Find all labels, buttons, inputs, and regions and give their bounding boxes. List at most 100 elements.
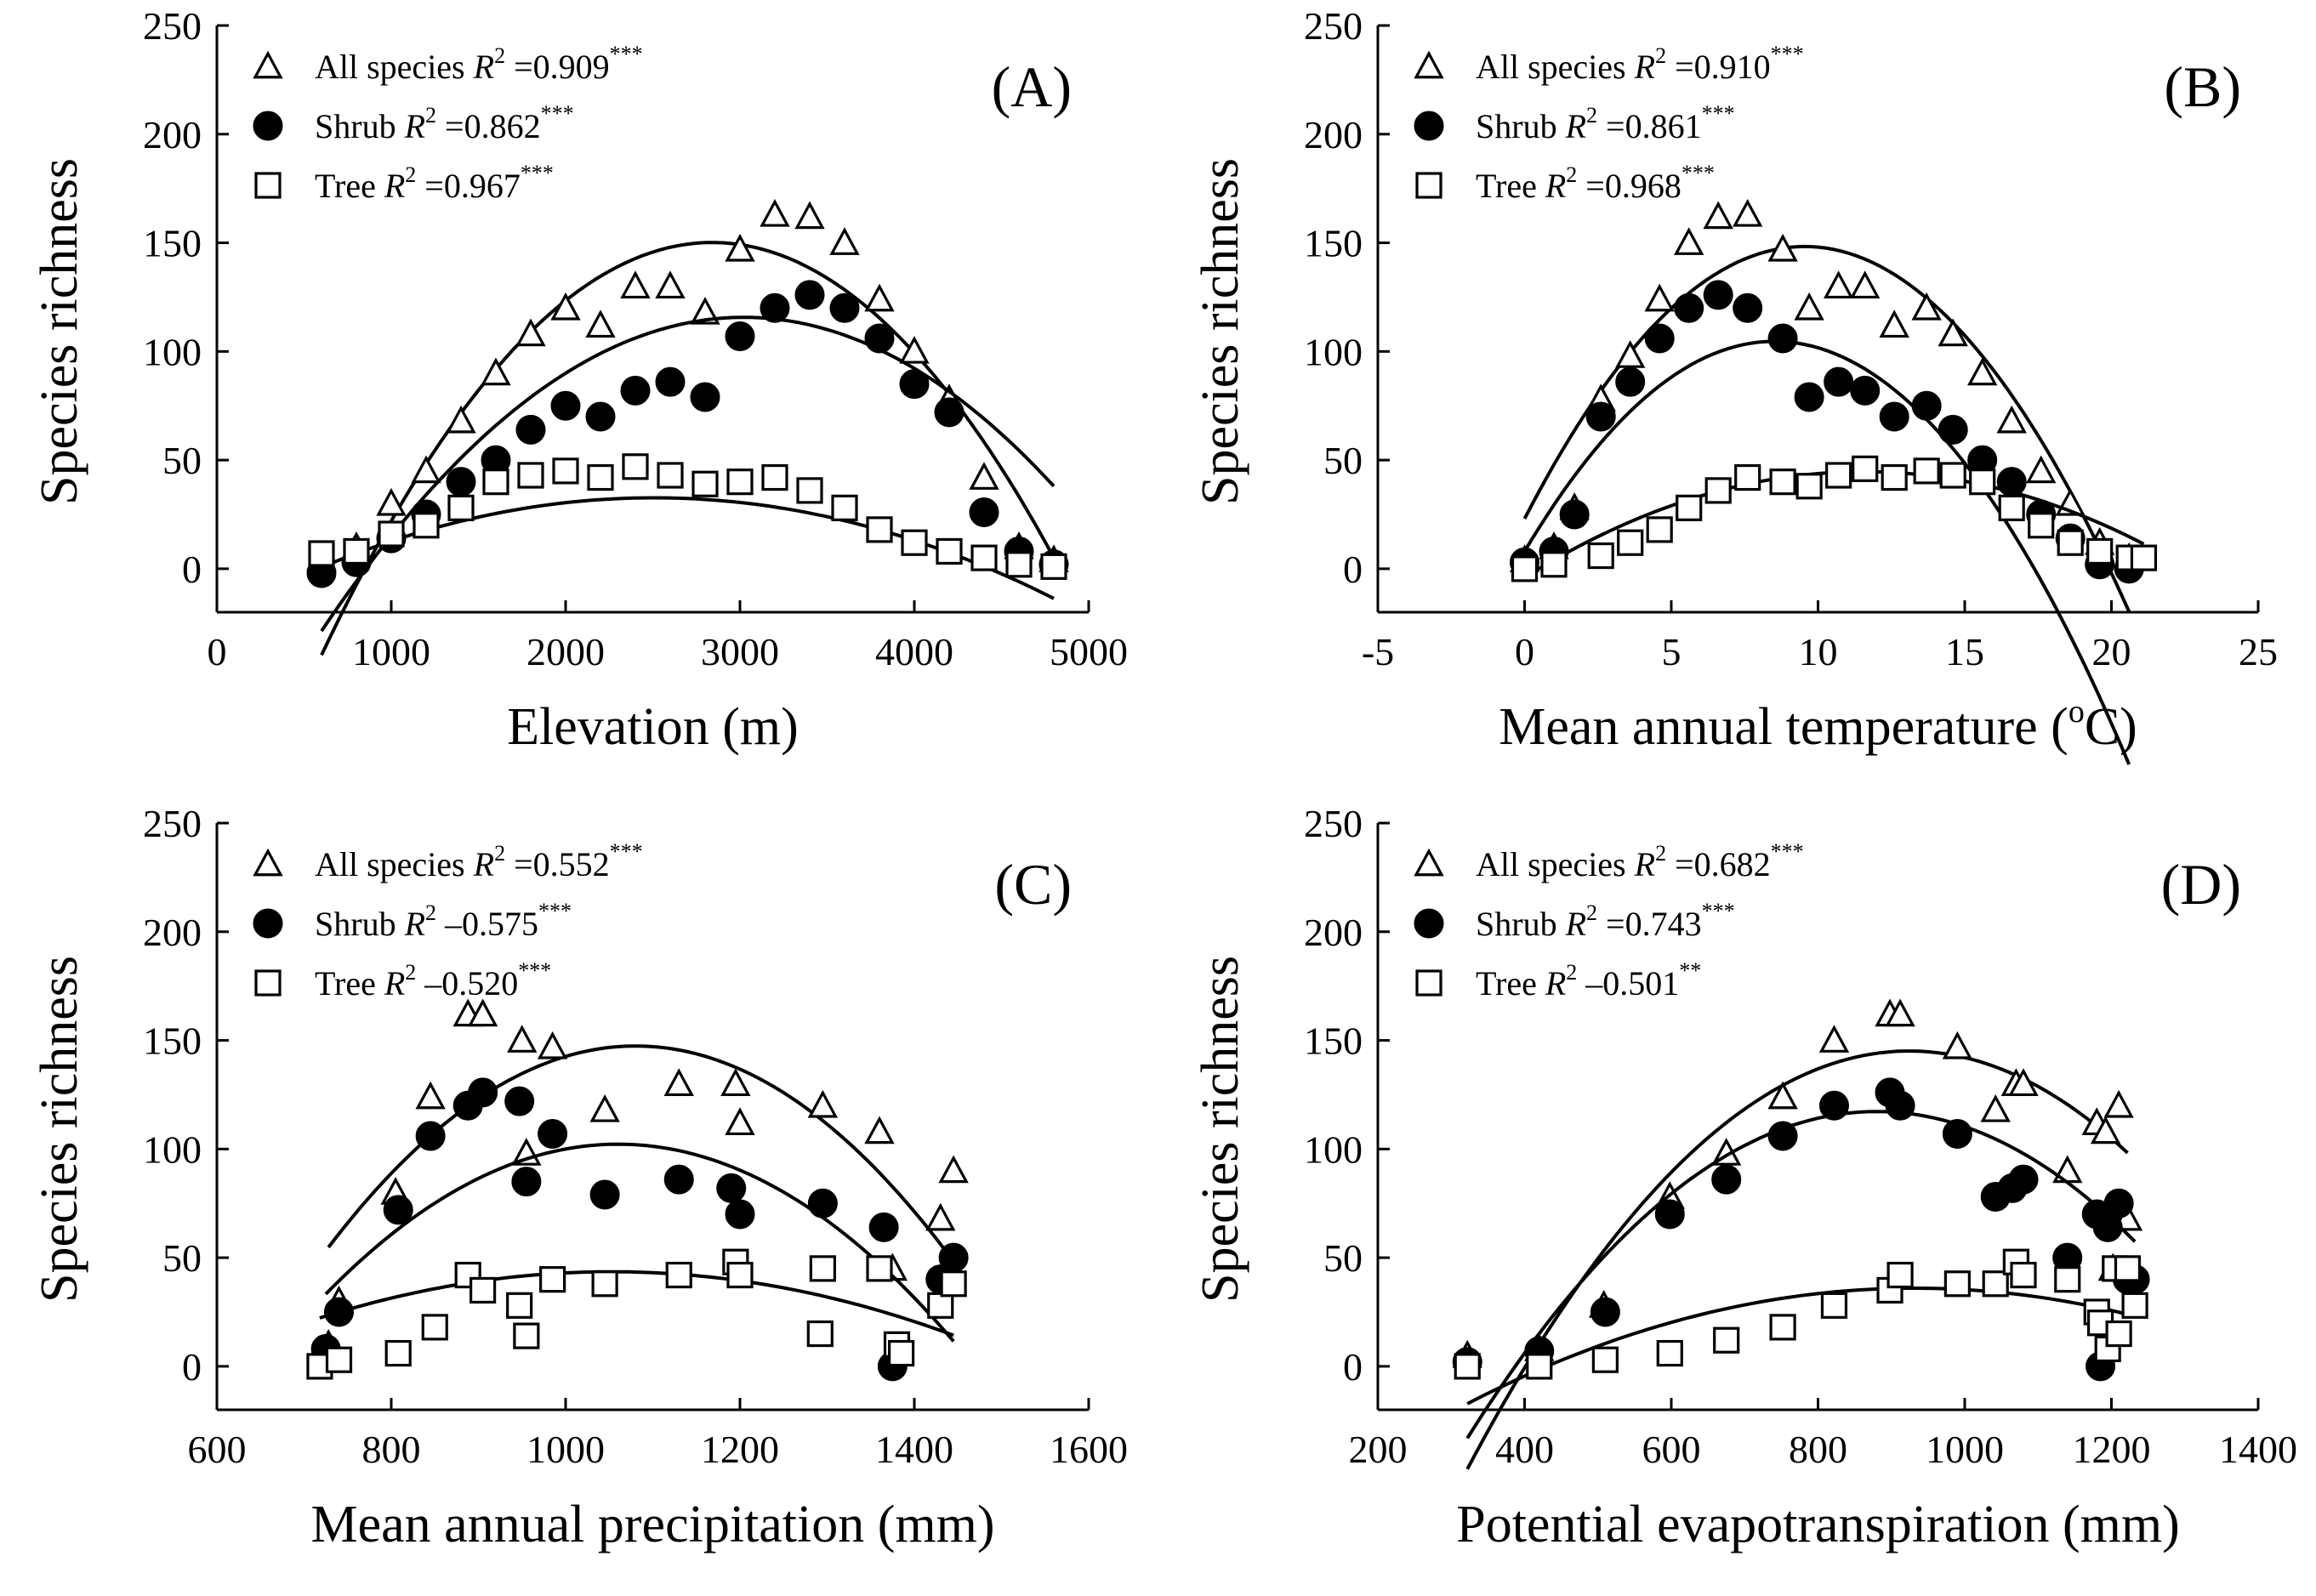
x-tick-label: 3000 (701, 630, 779, 673)
data-point-circle (864, 323, 895, 354)
data-point-triangle (537, 1031, 568, 1059)
y-tick-label: 250 (1304, 802, 1363, 845)
x-tick-label: 1200 (2073, 1428, 2151, 1471)
legend-marker-square (1415, 969, 1443, 997)
panel-D: 0 50 100 150 200 250 200 400 600 800 1000 1200 1400 S… (1192, 802, 2297, 1553)
data-point-triangle (1996, 405, 2027, 434)
y-tick-label: 200 (1304, 911, 1363, 954)
data-point-circle (589, 1179, 620, 1210)
data-point-triangle (1794, 292, 1824, 321)
fit-curve-circle (324, 1142, 955, 1343)
data-point-circle (1703, 280, 1733, 310)
data-point-circle (1559, 499, 1590, 530)
data-point-triangle (507, 1025, 538, 1053)
data-point-circle (1767, 1121, 1798, 1151)
data-point-triangle (1674, 227, 1704, 255)
data-point-triangle (1850, 270, 1881, 299)
data-point-circle (620, 375, 651, 406)
x-tick-label: 600 (1642, 1428, 1701, 1471)
data-point-circle (1654, 1199, 1685, 1230)
data-point-circle (899, 369, 930, 400)
x-tick-label: 0 (208, 630, 227, 673)
data-point-square (539, 1266, 566, 1293)
data-point-square (1881, 463, 1908, 491)
data-point-circle (415, 1121, 446, 1151)
data-point-square (2121, 1292, 2148, 1319)
x-tick-label: 800 (362, 1428, 421, 1471)
data-point-square (325, 1346, 353, 1373)
x-tick-label: 1200 (701, 1428, 779, 1471)
data-point-triangle (1938, 318, 1968, 347)
x-tick-label: 1400 (2219, 1428, 2297, 1471)
legend-entry: Tree R2 –0.520*** (315, 958, 551, 1002)
data-point-triangle (2026, 455, 2057, 484)
data-point-circle (468, 1077, 498, 1108)
data-point-square (1769, 1314, 1796, 1341)
y-tick-label: 50 (1323, 439, 1363, 482)
data-point-circle (1767, 323, 1798, 354)
y-tick-label: 150 (143, 1020, 202, 1063)
data-point-triangle (589, 1093, 620, 1122)
data-point-triangle (1615, 340, 1646, 368)
panel-A: 0 50 100 150 200 250 0 1000 2000 3000 4000 5000 Spec… (31, 4, 1128, 756)
x-tick-label: 4000 (875, 630, 953, 673)
data-point-circle (655, 366, 686, 397)
data-point-circle (725, 321, 755, 351)
fit-curve-circle (1522, 339, 2131, 765)
legend-entry: Tree R2 –0.501** (1476, 958, 1701, 1002)
data-point-triangle (2090, 1116, 2121, 1144)
data-point-square (888, 1339, 915, 1367)
data-point-circle (1942, 1118, 1972, 1149)
data-point-square (2054, 1266, 2081, 1293)
legend-entry: Shrub R2 =0.862*** (315, 101, 574, 145)
y-tick-label: 0 (1343, 548, 1363, 591)
data-point-square (866, 1255, 893, 1282)
data-point-square (806, 1320, 834, 1348)
data-point-square (482, 469, 509, 496)
data-point-triangle (481, 357, 511, 386)
legend-marker-circle (253, 111, 283, 141)
data-point-square (1982, 1270, 2009, 1298)
x-tick-label: 800 (1789, 1428, 1847, 1471)
data-point-triangle (969, 462, 999, 490)
data-point-circle (1590, 1297, 1620, 1327)
data-point-triangle (1703, 201, 1733, 230)
data-point-square (901, 529, 928, 556)
legend-entry: All species R2 =0.909*** (315, 42, 643, 86)
data-point-circle (938, 1242, 969, 1273)
data-point-circle (716, 1173, 747, 1203)
data-point-circle (1794, 382, 1824, 412)
data-point-triangle (760, 198, 790, 227)
legend-marker-circle (1414, 111, 1444, 141)
data-point-triangle (2103, 1089, 2134, 1118)
data-point-square (1795, 473, 1823, 500)
data-point-square (761, 463, 788, 491)
data-point-square (343, 537, 370, 565)
y-tick-label: 150 (1304, 222, 1363, 265)
data-point-triangle (655, 270, 686, 299)
panel-label: (B) (2164, 54, 2241, 119)
y-tick-label: 250 (143, 4, 202, 48)
data-point-circle (1885, 1090, 1915, 1121)
x-tick-label: 200 (1349, 1428, 1408, 1471)
x-tick-label: 25 (2239, 630, 2278, 673)
data-point-circle (383, 1195, 413, 1225)
x-tick-label: 2000 (526, 630, 605, 673)
legend-entry: All species R2 =0.682*** (1476, 839, 1804, 883)
data-point-circle (515, 414, 546, 445)
data-point-square (1454, 1353, 1481, 1380)
data-point-circle (1644, 323, 1675, 354)
data-point-square (1886, 1261, 1914, 1289)
x-tick-label: 1000 (352, 630, 430, 673)
data-point-square (384, 1339, 412, 1367)
data-point-square (2028, 512, 2055, 539)
data-point-circle (1674, 293, 1704, 323)
legend-marker-square (254, 969, 282, 997)
data-point-square (1713, 1326, 1740, 1354)
fit-curve-square (321, 496, 1055, 600)
data-point-circle (1615, 366, 1646, 397)
legend-marker-triangle (253, 50, 283, 79)
data-point-triangle (1644, 283, 1675, 312)
data-point-circle (1733, 293, 1763, 323)
x-tick-label: 1000 (526, 1428, 605, 1471)
